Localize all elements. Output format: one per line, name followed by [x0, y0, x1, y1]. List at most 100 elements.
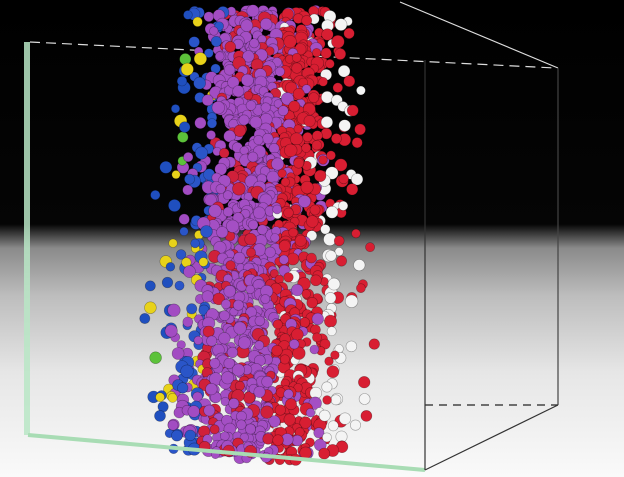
particle — [323, 396, 332, 405]
particle — [226, 220, 239, 233]
particle — [217, 227, 228, 238]
particle — [168, 393, 177, 402]
particle — [221, 299, 230, 308]
particle — [359, 394, 370, 405]
particle — [355, 124, 366, 135]
particle — [352, 138, 362, 148]
particle — [328, 421, 338, 431]
particle — [223, 191, 232, 200]
particle — [284, 389, 294, 399]
particle — [310, 275, 321, 286]
particle — [172, 348, 184, 360]
particle — [171, 430, 182, 441]
particle — [246, 100, 256, 110]
particle — [366, 243, 375, 252]
particle — [215, 52, 224, 61]
particle — [255, 316, 265, 326]
particle — [285, 399, 296, 410]
particle — [233, 300, 243, 310]
particle — [319, 410, 330, 421]
particle — [209, 205, 222, 218]
particle — [345, 295, 358, 308]
particle — [150, 352, 162, 364]
particle — [327, 327, 336, 336]
particle — [356, 86, 365, 95]
particle — [207, 130, 216, 139]
particle — [319, 448, 330, 459]
particle — [261, 294, 270, 303]
particle — [207, 336, 217, 346]
particle — [292, 63, 303, 74]
particle — [292, 53, 301, 62]
particle — [263, 434, 274, 445]
particle — [275, 405, 286, 416]
particle — [326, 206, 338, 218]
particle — [292, 329, 304, 341]
particle — [354, 259, 365, 270]
particle — [289, 101, 300, 112]
particle — [312, 131, 322, 141]
particle — [312, 48, 321, 57]
particle — [303, 132, 313, 142]
particle — [175, 281, 184, 290]
particle — [248, 152, 258, 162]
particle — [219, 311, 229, 321]
particle — [307, 253, 317, 263]
particle — [356, 284, 365, 293]
particle — [254, 386, 265, 397]
particle — [151, 190, 161, 200]
particle — [335, 19, 347, 31]
particle — [200, 226, 212, 238]
particle — [183, 317, 193, 327]
particle — [187, 304, 197, 314]
particle — [177, 76, 187, 86]
particle — [310, 205, 320, 215]
particle — [221, 372, 233, 384]
particle — [254, 135, 263, 144]
particle — [294, 158, 304, 168]
particle — [284, 35, 297, 48]
particle — [307, 297, 318, 308]
particle — [250, 39, 259, 48]
particle — [160, 161, 172, 173]
particle — [339, 120, 351, 132]
particle — [321, 116, 333, 128]
particle — [272, 345, 283, 356]
particle — [181, 63, 193, 75]
particle — [347, 184, 358, 195]
particle — [245, 233, 257, 245]
particle — [262, 133, 273, 144]
particle — [322, 433, 331, 442]
particle — [210, 27, 219, 36]
particle — [224, 65, 235, 76]
particle — [271, 234, 280, 243]
particle — [310, 345, 319, 354]
particle — [247, 5, 259, 17]
particle — [206, 383, 218, 395]
particle — [244, 91, 253, 100]
particle — [177, 132, 188, 143]
particle — [156, 393, 165, 402]
particle — [261, 406, 274, 419]
particle — [179, 122, 190, 133]
particle — [284, 273, 294, 283]
particle — [236, 420, 246, 430]
particle — [339, 201, 348, 210]
particle — [240, 146, 249, 155]
particle — [361, 410, 372, 421]
particle — [306, 408, 315, 417]
particle — [194, 77, 206, 89]
particle — [179, 214, 190, 225]
particle — [314, 170, 326, 182]
particle — [212, 101, 225, 114]
particle — [250, 116, 262, 128]
particle — [295, 235, 306, 246]
particle — [302, 143, 311, 152]
particle — [325, 59, 334, 68]
particle — [301, 181, 313, 193]
particle — [234, 252, 246, 264]
particle — [339, 174, 349, 184]
particle — [352, 229, 361, 238]
particle — [202, 291, 213, 302]
particle — [260, 18, 272, 30]
